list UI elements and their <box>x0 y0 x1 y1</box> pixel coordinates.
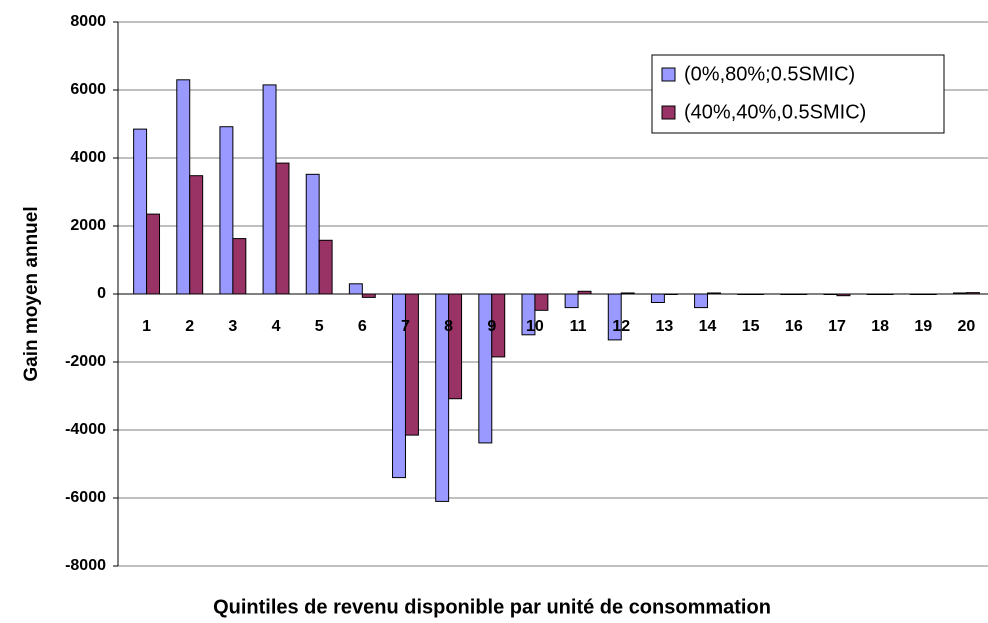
x-tick-label: 14 <box>699 318 717 335</box>
y-tick-label: -2000 <box>65 353 106 370</box>
x-tick-label: 11 <box>570 318 587 335</box>
bar <box>189 175 204 295</box>
bar <box>448 293 463 400</box>
bar <box>694 293 709 309</box>
legend-swatch <box>661 67 676 82</box>
y-tick-label: 0 <box>97 285 106 302</box>
x-tick-label: 2 <box>185 318 194 335</box>
bar <box>534 293 549 311</box>
x-axis-title: Quintiles de revenu disponible par unité… <box>213 596 771 618</box>
bar <box>305 173 320 295</box>
legend-box <box>651 54 945 134</box>
bar <box>348 283 363 295</box>
legend-swatch <box>661 105 676 120</box>
bar <box>262 84 277 295</box>
y-axis-title: Gain moyen annuel <box>21 206 42 381</box>
bar <box>219 126 234 295</box>
y-tick-label: -4000 <box>65 421 106 438</box>
legend-label: (0%,80%;0.5SMIC) <box>684 63 855 85</box>
y-tick-label: 8000 <box>70 13 106 30</box>
y-tick-label: 6000 <box>70 81 106 98</box>
bar <box>650 293 665 303</box>
x-tick-label: 12 <box>612 318 630 335</box>
x-tick-label: 10 <box>526 318 544 335</box>
bar <box>232 238 247 295</box>
x-tick-label: 8 <box>444 318 453 335</box>
x-tick-label: 5 <box>315 318 324 335</box>
x-tick-label: 16 <box>785 318 803 335</box>
bar <box>275 162 290 295</box>
x-tick-label: 13 <box>655 318 673 335</box>
y-tick-label: 2000 <box>70 217 106 234</box>
legend-label: (40%,40%,0.5SMIC) <box>684 101 866 123</box>
bar <box>564 293 579 309</box>
x-tick-label: 20 <box>958 318 976 335</box>
bar <box>478 293 493 444</box>
x-tick-label: 6 <box>358 318 367 335</box>
bar <box>176 79 191 295</box>
y-tick-label: -6000 <box>65 489 106 506</box>
y-tick-label: 4000 <box>70 149 106 166</box>
bar <box>133 128 148 295</box>
x-tick-label: 17 <box>828 318 846 335</box>
bar <box>318 239 333 295</box>
x-tick-label: 15 <box>742 318 760 335</box>
x-tick-label: 19 <box>914 318 932 335</box>
x-tick-label: 3 <box>228 318 237 335</box>
x-tick-label: 1 <box>142 318 151 335</box>
x-tick-label: 18 <box>871 318 889 335</box>
x-tick-label: 7 <box>401 318 410 335</box>
bar <box>146 213 161 295</box>
x-tick-label: 4 <box>272 318 281 335</box>
y-tick-label: -8000 <box>65 557 106 574</box>
bar <box>361 293 376 298</box>
bar <box>404 293 419 436</box>
x-tick-label: 9 <box>487 318 496 335</box>
